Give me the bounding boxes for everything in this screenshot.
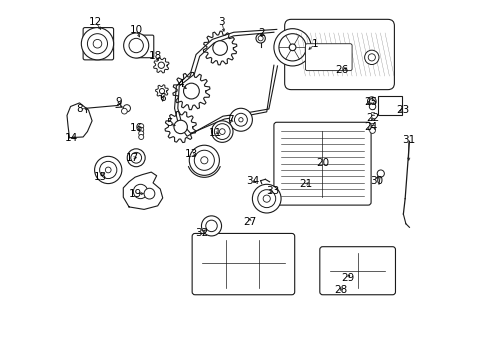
Text: 31: 31: [401, 135, 414, 145]
Text: 22: 22: [366, 113, 379, 123]
Circle shape: [368, 99, 373, 104]
Text: 32: 32: [195, 228, 208, 238]
FancyBboxPatch shape: [273, 122, 370, 205]
Circle shape: [212, 41, 227, 55]
FancyBboxPatch shape: [284, 19, 394, 90]
Circle shape: [368, 103, 375, 110]
Text: 21: 21: [299, 179, 312, 189]
Text: 18: 18: [149, 51, 162, 61]
Circle shape: [144, 188, 155, 199]
Text: 7: 7: [227, 115, 234, 125]
Polygon shape: [164, 111, 196, 143]
Circle shape: [189, 145, 219, 175]
Circle shape: [81, 28, 113, 60]
Circle shape: [123, 33, 148, 58]
Circle shape: [263, 195, 270, 202]
Text: 11: 11: [208, 128, 221, 138]
Circle shape: [201, 216, 221, 236]
Text: 33: 33: [266, 186, 279, 197]
Circle shape: [131, 152, 142, 163]
Circle shape: [367, 54, 375, 61]
Circle shape: [100, 161, 117, 179]
Text: 30: 30: [369, 176, 382, 186]
Text: 2: 2: [258, 28, 264, 38]
Circle shape: [205, 220, 217, 231]
Circle shape: [364, 50, 378, 64]
Circle shape: [87, 34, 107, 54]
Circle shape: [238, 118, 243, 122]
Circle shape: [258, 36, 263, 41]
Text: 12: 12: [89, 17, 102, 27]
Text: 29: 29: [341, 273, 354, 283]
Polygon shape: [173, 72, 209, 110]
Circle shape: [229, 108, 252, 131]
Bar: [377, 96, 402, 115]
Text: 10: 10: [129, 25, 142, 35]
Circle shape: [127, 149, 145, 167]
Circle shape: [121, 108, 127, 114]
Circle shape: [234, 113, 247, 126]
Text: 5: 5: [165, 118, 172, 128]
FancyBboxPatch shape: [83, 28, 113, 60]
Text: 6: 6: [159, 93, 166, 103]
Circle shape: [158, 62, 164, 68]
Circle shape: [201, 157, 207, 164]
Text: 19: 19: [128, 189, 142, 199]
Circle shape: [174, 120, 187, 134]
Circle shape: [273, 29, 310, 66]
Circle shape: [183, 83, 199, 99]
Circle shape: [257, 190, 275, 208]
Text: 4: 4: [177, 79, 184, 89]
Circle shape: [369, 128, 375, 134]
Circle shape: [211, 121, 233, 142]
Circle shape: [367, 97, 375, 105]
Text: 3: 3: [218, 17, 225, 27]
Text: 25: 25: [364, 97, 377, 107]
Text: 34: 34: [245, 176, 259, 186]
Circle shape: [214, 124, 230, 139]
Text: 8: 8: [76, 104, 82, 114]
Polygon shape: [203, 31, 236, 65]
Circle shape: [123, 105, 130, 112]
Text: 15: 15: [94, 172, 107, 182]
Circle shape: [94, 156, 122, 184]
FancyBboxPatch shape: [135, 35, 153, 58]
Circle shape: [252, 184, 281, 213]
Circle shape: [159, 89, 164, 94]
FancyBboxPatch shape: [305, 44, 351, 71]
Text: 9: 9: [116, 97, 122, 107]
Circle shape: [219, 129, 224, 134]
Text: 16: 16: [129, 123, 142, 133]
Circle shape: [194, 150, 214, 170]
Circle shape: [376, 170, 384, 177]
Text: 14: 14: [65, 133, 78, 143]
Circle shape: [288, 44, 295, 51]
Polygon shape: [155, 85, 168, 98]
Circle shape: [93, 40, 102, 48]
Circle shape: [139, 134, 143, 139]
Circle shape: [255, 34, 265, 43]
Circle shape: [105, 167, 111, 173]
Text: 26: 26: [335, 64, 348, 75]
Polygon shape: [153, 58, 169, 73]
Text: 27: 27: [243, 217, 256, 227]
Polygon shape: [123, 172, 163, 210]
Text: 24: 24: [364, 122, 377, 132]
Text: 13: 13: [185, 149, 198, 159]
Circle shape: [139, 124, 143, 129]
FancyBboxPatch shape: [192, 233, 294, 295]
Polygon shape: [67, 103, 92, 138]
Circle shape: [129, 39, 143, 53]
Text: 28: 28: [334, 285, 347, 296]
Circle shape: [139, 127, 143, 132]
FancyBboxPatch shape: [319, 247, 395, 295]
Circle shape: [278, 34, 305, 61]
Text: 20: 20: [315, 158, 328, 168]
Text: 1: 1: [311, 40, 318, 49]
Text: 17: 17: [126, 153, 139, 163]
Circle shape: [139, 131, 143, 136]
Circle shape: [133, 184, 147, 199]
Text: 23: 23: [396, 105, 409, 115]
